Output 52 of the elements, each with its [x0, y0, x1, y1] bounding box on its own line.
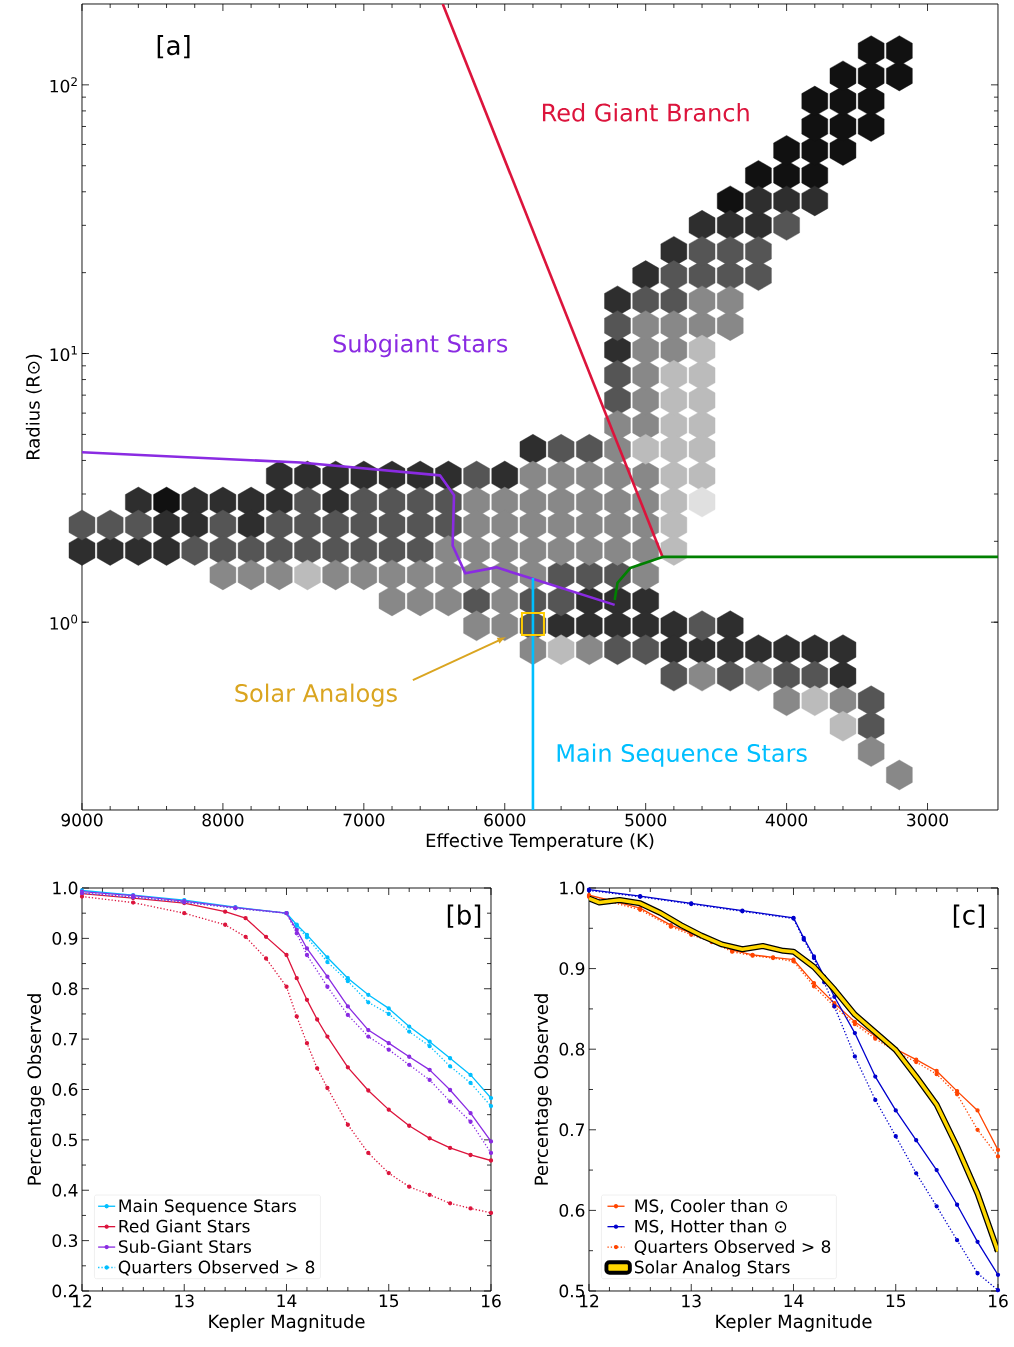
y-tick-label: 1.0 — [53, 881, 78, 895]
x-tick-label: 16 — [989, 1294, 1008, 1308]
y-tick-label: 0.7 — [559, 1123, 585, 1137]
annotation: Solar Analogs — [235, 683, 397, 707]
legend-label: Quarters Observed > 8 — [634, 1239, 831, 1255]
x-tick-label: 6000 — [484, 813, 526, 827]
x-tick-label: 13 — [175, 1294, 194, 1308]
y-tick-label: 0.8 — [559, 1042, 585, 1056]
legend-label: Quarters Observed > 8 — [118, 1260, 315, 1276]
y-tick-label: 10$^{1}$ — [50, 345, 77, 362]
x-tick-label: 15 — [886, 1294, 906, 1308]
x-tick-label: 15 — [379, 1294, 399, 1308]
x-tick-label: 9000 — [61, 813, 103, 827]
y-tick-label: 0.4 — [52, 1183, 78, 1197]
legend-label: MS, Hotter than ⊙ — [635, 1219, 787, 1235]
y-tick-label: 1.0 — [560, 881, 585, 895]
annotation: [b] — [447, 904, 481, 928]
x-tick-label: 7000 — [343, 813, 385, 827]
text: Subgiant Stars — [333, 334, 508, 358]
y-axis-title: Percentage Observed — [27, 994, 45, 1185]
x-axis-title: Effective Temperature (K) — [426, 833, 654, 851]
x-tick-label: 8000 — [202, 813, 244, 827]
text: Red Giant Branch — [542, 103, 749, 122]
y-tick-label: 0.6 — [559, 1203, 585, 1217]
x-axis-title: Kepler Magnitude — [209, 1314, 365, 1332]
legend-label: Sub-Giant Stars — [118, 1239, 252, 1254]
y-tick-label: 0.6 — [52, 1083, 78, 1096]
x-tick-label: 16 — [482, 1294, 501, 1308]
y-tick-label: 10$^{0}$ — [50, 614, 78, 630]
annotation: [c] — [953, 904, 985, 928]
y-tick-label: 0.9 — [52, 931, 78, 945]
y-tick-label: 10$^{2}$ — [50, 77, 77, 93]
x-tick-label: 4000 — [765, 813, 808, 827]
x-tick-label: 14 — [784, 1294, 804, 1307]
legend-label: MS, Cooler than ⊙ — [635, 1199, 788, 1214]
x-tick-label: 14 — [277, 1294, 297, 1307]
annotation: [a] — [157, 35, 190, 59]
legend-label: Main Sequence Stars — [119, 1199, 296, 1216]
y-tick-label: 0.3 — [52, 1234, 78, 1248]
legend-label: Red Giant Stars — [119, 1219, 250, 1233]
legend-label: Solar Analog Stars — [634, 1260, 790, 1277]
x-axis-title: Kepler Magnitude — [716, 1314, 872, 1332]
y-tick-label: 0.5 — [52, 1133, 77, 1147]
x-tick-label: 5000 — [625, 813, 667, 827]
y-tick-label: 0.9 — [559, 962, 585, 976]
x-tick-label: 3000 — [907, 813, 949, 827]
y-axis-title: Radius (R⊙) — [25, 354, 42, 460]
y-tick-label: 0.8 — [52, 982, 78, 996]
y-tick-label: 0.7 — [52, 1032, 78, 1046]
series-label: Main Sequence Stars — [557, 743, 807, 767]
x-tick-label: 13 — [682, 1294, 701, 1308]
y-axis-title: Percentage Observed — [534, 994, 552, 1185]
